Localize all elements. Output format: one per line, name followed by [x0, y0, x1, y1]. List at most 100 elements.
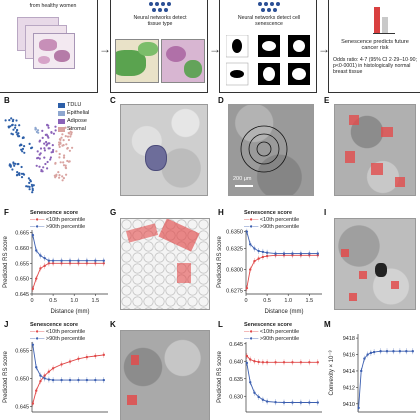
umap-point — [61, 133, 64, 136]
chart-m-point — [357, 406, 360, 410]
workflow-box-4: Senescence predicts future cancer risk O… — [328, 0, 420, 93]
umap-point — [14, 126, 17, 129]
slide-stack-image — [17, 17, 77, 75]
legend-b-swatch-3 — [58, 118, 65, 124]
umap-point — [66, 135, 70, 138]
chart-l-ylabel: Predicted RS score — [217, 351, 223, 403]
chart-j-point — [39, 380, 42, 383]
chart-f-point — [39, 267, 42, 270]
umap-point — [59, 161, 62, 164]
umap-point — [38, 140, 41, 143]
umap-point — [8, 163, 11, 166]
chart-m-point — [398, 350, 402, 353]
umap-point — [16, 128, 19, 132]
chart-j: 0.645 0.650 0.655 Predicted RS score — [3, 341, 108, 413]
histology-image-d: 200 μm — [228, 104, 314, 196]
chart-l-point — [265, 361, 269, 364]
chart-f-point — [43, 264, 46, 268]
umap-point — [55, 150, 58, 153]
chart-m-point — [363, 357, 366, 360]
chart-f-point — [77, 259, 80, 262]
umap-point — [41, 129, 44, 132]
chart-h-ytick-label: 0.6350 — [226, 230, 243, 236]
chart-h-point — [253, 259, 256, 263]
panel-label-g: G — [110, 208, 117, 217]
chart-m: 9418 9416 9414 9412 9410 Convexity × 10⁻³ — [329, 334, 416, 413]
umap-point — [17, 172, 21, 175]
umap-point — [65, 173, 68, 176]
chart-l-point — [249, 381, 252, 384]
umap-point — [61, 179, 64, 182]
nuclei-masks-image — [226, 35, 310, 86]
chart-l-point — [253, 360, 256, 363]
umap-point — [48, 147, 51, 150]
chart-j-ylabel: Predicted RS score — [3, 351, 9, 403]
umap-point — [17, 135, 20, 138]
chart-f-point — [47, 259, 51, 262]
chart-l-point — [291, 401, 294, 404]
umap-point — [15, 119, 18, 122]
chart-m-point — [366, 353, 369, 356]
umap-point — [36, 150, 39, 153]
panel-label-k: K — [110, 320, 116, 329]
chart-j-point — [35, 366, 38, 369]
chart-l-point — [316, 361, 319, 364]
umap-point — [58, 174, 61, 177]
chart-f: 0.645 0.650 0.655 0.660 0.665 0 0.5 1.0 1.5Dista… — [3, 230, 108, 315]
umap-point — [61, 175, 64, 178]
chart-h-point — [316, 252, 319, 255]
chart-h-point — [261, 250, 265, 254]
umap-point — [44, 133, 47, 136]
chart-f-series-line — [32, 235, 104, 262]
chart-m-ytick-label: 9410 — [343, 402, 355, 408]
chart-h-point — [265, 251, 269, 254]
umap-point — [53, 174, 56, 177]
umap-point — [35, 164, 38, 167]
chart-f-ytick-label: 0.665 — [15, 231, 29, 237]
panel-label-b: B — [4, 96, 10, 105]
umap-point — [59, 138, 62, 141]
umap-point — [14, 124, 17, 127]
panel-label-j: J — [4, 320, 9, 329]
chart-j-point — [68, 360, 72, 363]
umap-point — [28, 142, 31, 145]
tissue-type-image-1 — [115, 39, 159, 83]
histology-image-e — [334, 104, 416, 196]
chart-h-xtick-label: 1.0 — [284, 298, 292, 304]
chart-l-point — [291, 361, 294, 364]
legend-f-title: Senescence score — [30, 210, 79, 216]
chart-j-point — [43, 377, 46, 380]
umap-point — [43, 156, 46, 159]
workflow-box-2-text: Neural networks detect tissue type — [133, 15, 187, 27]
chart-j-point — [31, 343, 35, 346]
legend-l-high: >90th percentile — [259, 336, 300, 342]
chart-j-point — [47, 378, 51, 381]
umap-point — [4, 119, 7, 122]
chart-l: 0.645 0.640 0.635 0.630 Predicted RS score — [217, 342, 322, 413]
umap-point — [30, 183, 33, 186]
chart-f-ytick-label: 0.660 — [15, 246, 29, 252]
legend-h-title: Senescence score — [244, 210, 293, 216]
umap-point — [16, 163, 19, 166]
chart-l-point — [245, 354, 249, 358]
umap-point — [8, 119, 11, 122]
umap-point — [10, 117, 13, 120]
umap-point — [43, 147, 46, 150]
chart-m-point — [392, 350, 395, 353]
workflow-arrow-3: → — [318, 42, 330, 56]
chart-j-point — [94, 354, 97, 358]
chart-j-point — [51, 367, 55, 370]
umap-point — [21, 147, 25, 150]
panel-label-d: D — [218, 96, 224, 105]
umap-point — [45, 144, 48, 147]
umap-point — [59, 142, 62, 145]
workflow-box-4-title: Senescence predicts future cancer risk — [341, 39, 409, 51]
chart-f-point — [39, 254, 42, 257]
umap-point — [20, 165, 23, 169]
legend-l-title: Senescence score — [244, 322, 293, 328]
legend-h-high: >90th percentile — [259, 224, 300, 230]
chart-f-point — [94, 259, 97, 262]
chart-m-ytick-label: 9414 — [343, 369, 355, 375]
legend-l: Senescence score —●— <10th percentile —●… — [244, 322, 299, 343]
chart-l-series-line — [246, 362, 318, 403]
